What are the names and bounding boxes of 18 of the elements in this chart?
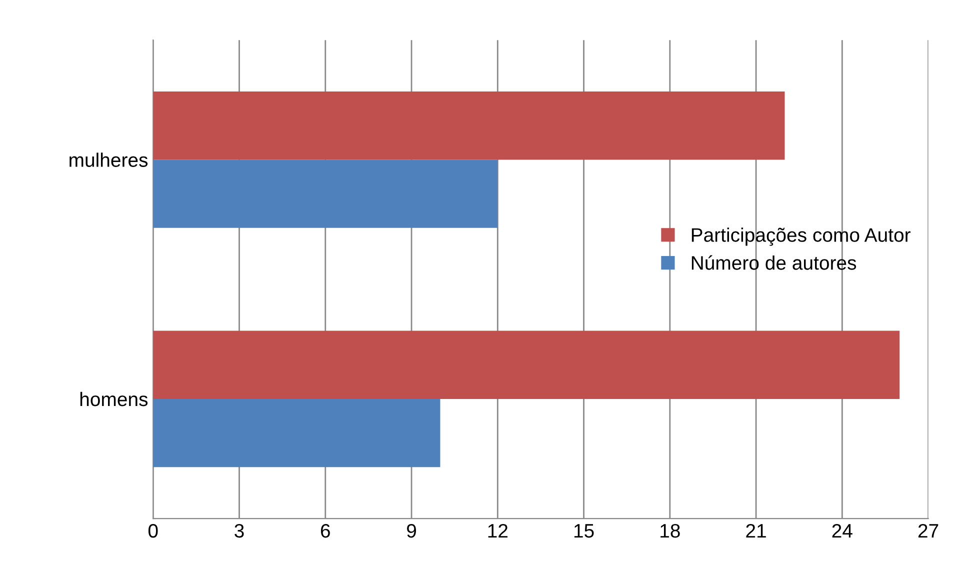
x-tick-label: 0 [148, 524, 158, 538]
bar [153, 160, 498, 228]
y-tick-label: homens [80, 392, 148, 406]
x-tick-label: 9 [407, 524, 416, 538]
x-tick-label: 27 [918, 524, 938, 538]
x-tick-label: 12 [488, 524, 508, 538]
bar [153, 398, 440, 468]
x-tick-label: 3 [234, 524, 244, 538]
x-tick-label: 6 [320, 524, 330, 538]
bar [153, 92, 785, 160]
legend-label: Número de autores [692, 255, 856, 270]
legend-label: Participações como Autor [692, 228, 910, 246]
x-tick-label: 24 [832, 524, 852, 538]
y-tick-label: mulheres [70, 152, 148, 167]
bar [153, 330, 900, 399]
x-tick-label: 18 [660, 524, 680, 538]
x-tick-label: 15 [574, 524, 594, 538]
x-tick-label: 21 [746, 524, 766, 538]
